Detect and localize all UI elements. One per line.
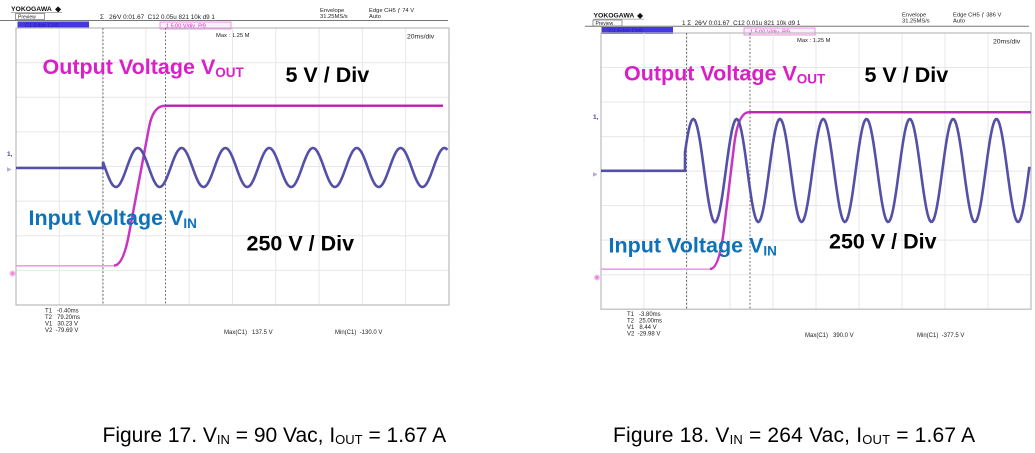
svg-text:T2 79.20ms: T2 79.20ms	[45, 315, 80, 321]
svg-text:◆: ◆	[637, 11, 644, 20]
svg-text:Input Voltage VIN: Input Voltage VIN	[29, 206, 197, 231]
svg-text:Output Voltage VOUT: Output Voltage VOUT	[624, 62, 826, 87]
svg-text:31.25MS/s: 31.25MS/s	[902, 18, 930, 24]
svg-text:5 V / Div: 5 V / Div	[286, 63, 370, 87]
svg-text:T1 -0.40ms: T1 -0.40ms	[45, 309, 79, 315]
svg-text:Max : 1.25 M: Max : 1.25 M	[797, 38, 831, 44]
svg-text:Max(C1) 137.5 V: Max(C1) 137.5 V	[224, 330, 273, 336]
svg-text:1,: 1,	[593, 114, 599, 121]
svg-text:Edge CH5 ƒ 74 V: Edge CH5 ƒ 74 V	[369, 8, 414, 14]
svg-text:Σ 26⁄V 0:01.67 C12 0.05u 82: Σ 26⁄V 0:01.67 C12 0.05u 821 10k d9 1	[100, 14, 215, 21]
svg-text:250 V / Div: 250 V / Div	[829, 230, 937, 254]
svg-text:Min(C1) -377.5 V: Min(C1) -377.5 V	[917, 333, 964, 339]
svg-text:Auto: Auto	[369, 14, 381, 20]
svg-text:YOKOGAWA: YOKOGAWA	[594, 13, 635, 20]
svg-text:C1 Edge CH5: C1 Edge CH5	[609, 29, 643, 35]
svg-text:250 V / Div: 250 V / Div	[247, 232, 355, 256]
svg-text:C1 Edge CH5: C1 Edge CH5	[25, 23, 59, 29]
svg-text:1 Σ 26⁄V 0:01.67 C12 0.01u 8: 1 Σ 26⁄V 0:01.67 C12 0.01u 821 10k d9 1	[682, 20, 801, 27]
svg-text:Max(C1) 390.0 V: Max(C1) 390.0 V	[805, 333, 854, 339]
svg-text:Preview: Preview	[596, 21, 614, 27]
svg-text:31.25MS/s: 31.25MS/s	[320, 14, 348, 20]
svg-text:Min(C1) -130.0 V: Min(C1) -130.0 V	[335, 330, 382, 336]
svg-text:Input Voltage VIN: Input Voltage VIN	[609, 234, 777, 259]
svg-text:V2 -29.98 V: V2 -29.98 V	[627, 332, 660, 338]
svg-text:20ms/div: 20ms/div	[993, 39, 1021, 46]
svg-text:Auto: Auto	[953, 18, 965, 24]
svg-text:20ms/div: 20ms/div	[407, 34, 435, 41]
svg-text:T1 -3.80ms: T1 -3.80ms	[627, 312, 661, 318]
svg-text:▶: ▶	[7, 167, 12, 173]
svg-text:▶: ▶	[593, 172, 598, 178]
svg-text:Envelope: Envelope	[320, 8, 344, 14]
svg-text:T2 25.00ms: T2 25.00ms	[627, 319, 662, 325]
svg-text:V1 8.44 V: V1 8.44 V	[627, 325, 657, 331]
svg-text:5 V / Div: 5 V / Div	[865, 63, 949, 87]
svg-text:Output Voltage VOUT: Output Voltage VOUT	[43, 55, 245, 80]
svg-text:V1 30.23 V: V1 30.23 V	[45, 322, 78, 328]
svg-text:Edge CH5 ƒ 386 V: Edge CH5 ƒ 386 V	[953, 13, 1001, 19]
svg-text:YOKOGAWA: YOKOGAWA	[11, 6, 52, 13]
svg-text:V2 -79.69 V: V2 -79.69 V	[45, 328, 78, 334]
svg-text:Preview: Preview	[18, 15, 36, 21]
svg-text:◆: ◆	[55, 4, 62, 13]
svg-text:1 5.00 V/div P⁄9: 1 5.00 V/div P⁄9	[166, 24, 206, 30]
svg-text:Envelope: Envelope	[902, 13, 926, 19]
svg-text:1,: 1,	[7, 151, 13, 158]
